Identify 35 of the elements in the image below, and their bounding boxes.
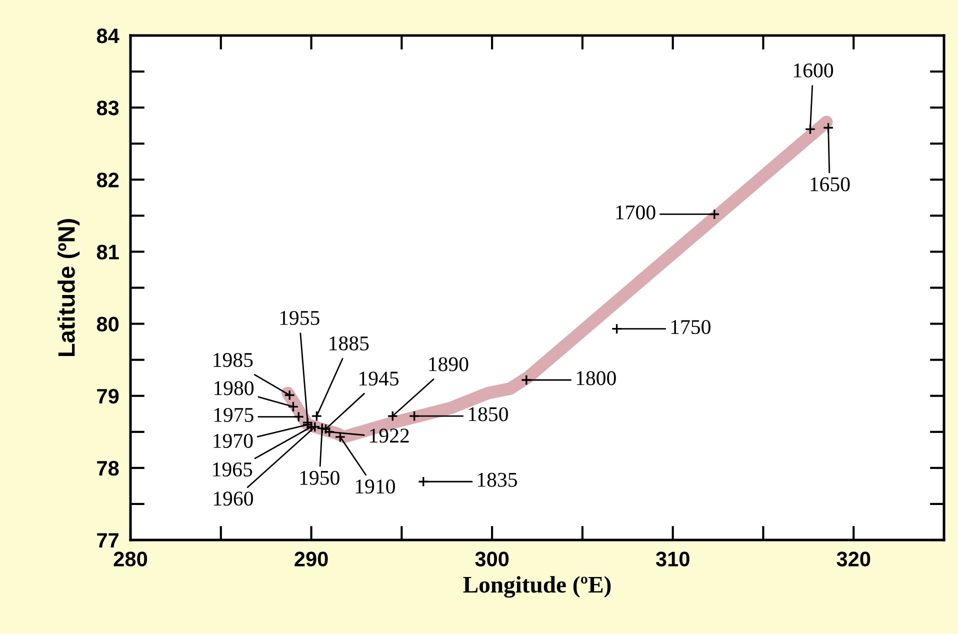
y-tick-label: 84 (96, 28, 120, 44)
annotation: 1970 (214, 434, 253, 448)
x-tick-label: 310 (656, 552, 690, 566)
annotation: 1980 (214, 381, 254, 396)
x-tick-label: 290 (294, 552, 328, 566)
annotation: 1750 (671, 320, 710, 334)
annotation: 1850 (468, 407, 508, 422)
annotation: 1885 (330, 336, 369, 350)
annotation: 1890 (429, 357, 468, 372)
annotation: 1800 (576, 371, 616, 386)
x-tick-label: 300 (475, 552, 509, 566)
x-tick-label: 280 (114, 552, 148, 566)
y-axis-title: Latitude (ºN) (58, 219, 80, 356)
y-tick-label: 83 (96, 100, 119, 116)
annotation: 1922 (370, 428, 409, 443)
annotation: 1835 (478, 472, 517, 487)
annotation: 1700 (616, 205, 656, 220)
annotation: 1985 (214, 352, 253, 368)
annotation: 1945 (360, 372, 399, 386)
y-tick-label: 78 (97, 460, 119, 476)
x-axis-title: Longitude (ºE) (463, 576, 611, 598)
y-tick-label: 79 (97, 388, 119, 404)
annotation: 1960 (214, 492, 253, 506)
y-tick-label: 77 (97, 533, 118, 548)
annotation: 1955 (280, 310, 320, 325)
annotation: 1975 (214, 408, 254, 422)
y-tick-label: 82 (96, 172, 119, 188)
annotation: 1600 (794, 63, 834, 78)
annotation: 1650 (810, 177, 850, 192)
annotation: 1910 (356, 479, 395, 494)
y-tick-label: 81 (96, 244, 119, 260)
x-tick-label: 320 (836, 552, 870, 566)
annotation: 1950 (300, 470, 340, 485)
annotation: 1965 (213, 462, 252, 477)
y-tick-label: 80 (96, 316, 119, 332)
